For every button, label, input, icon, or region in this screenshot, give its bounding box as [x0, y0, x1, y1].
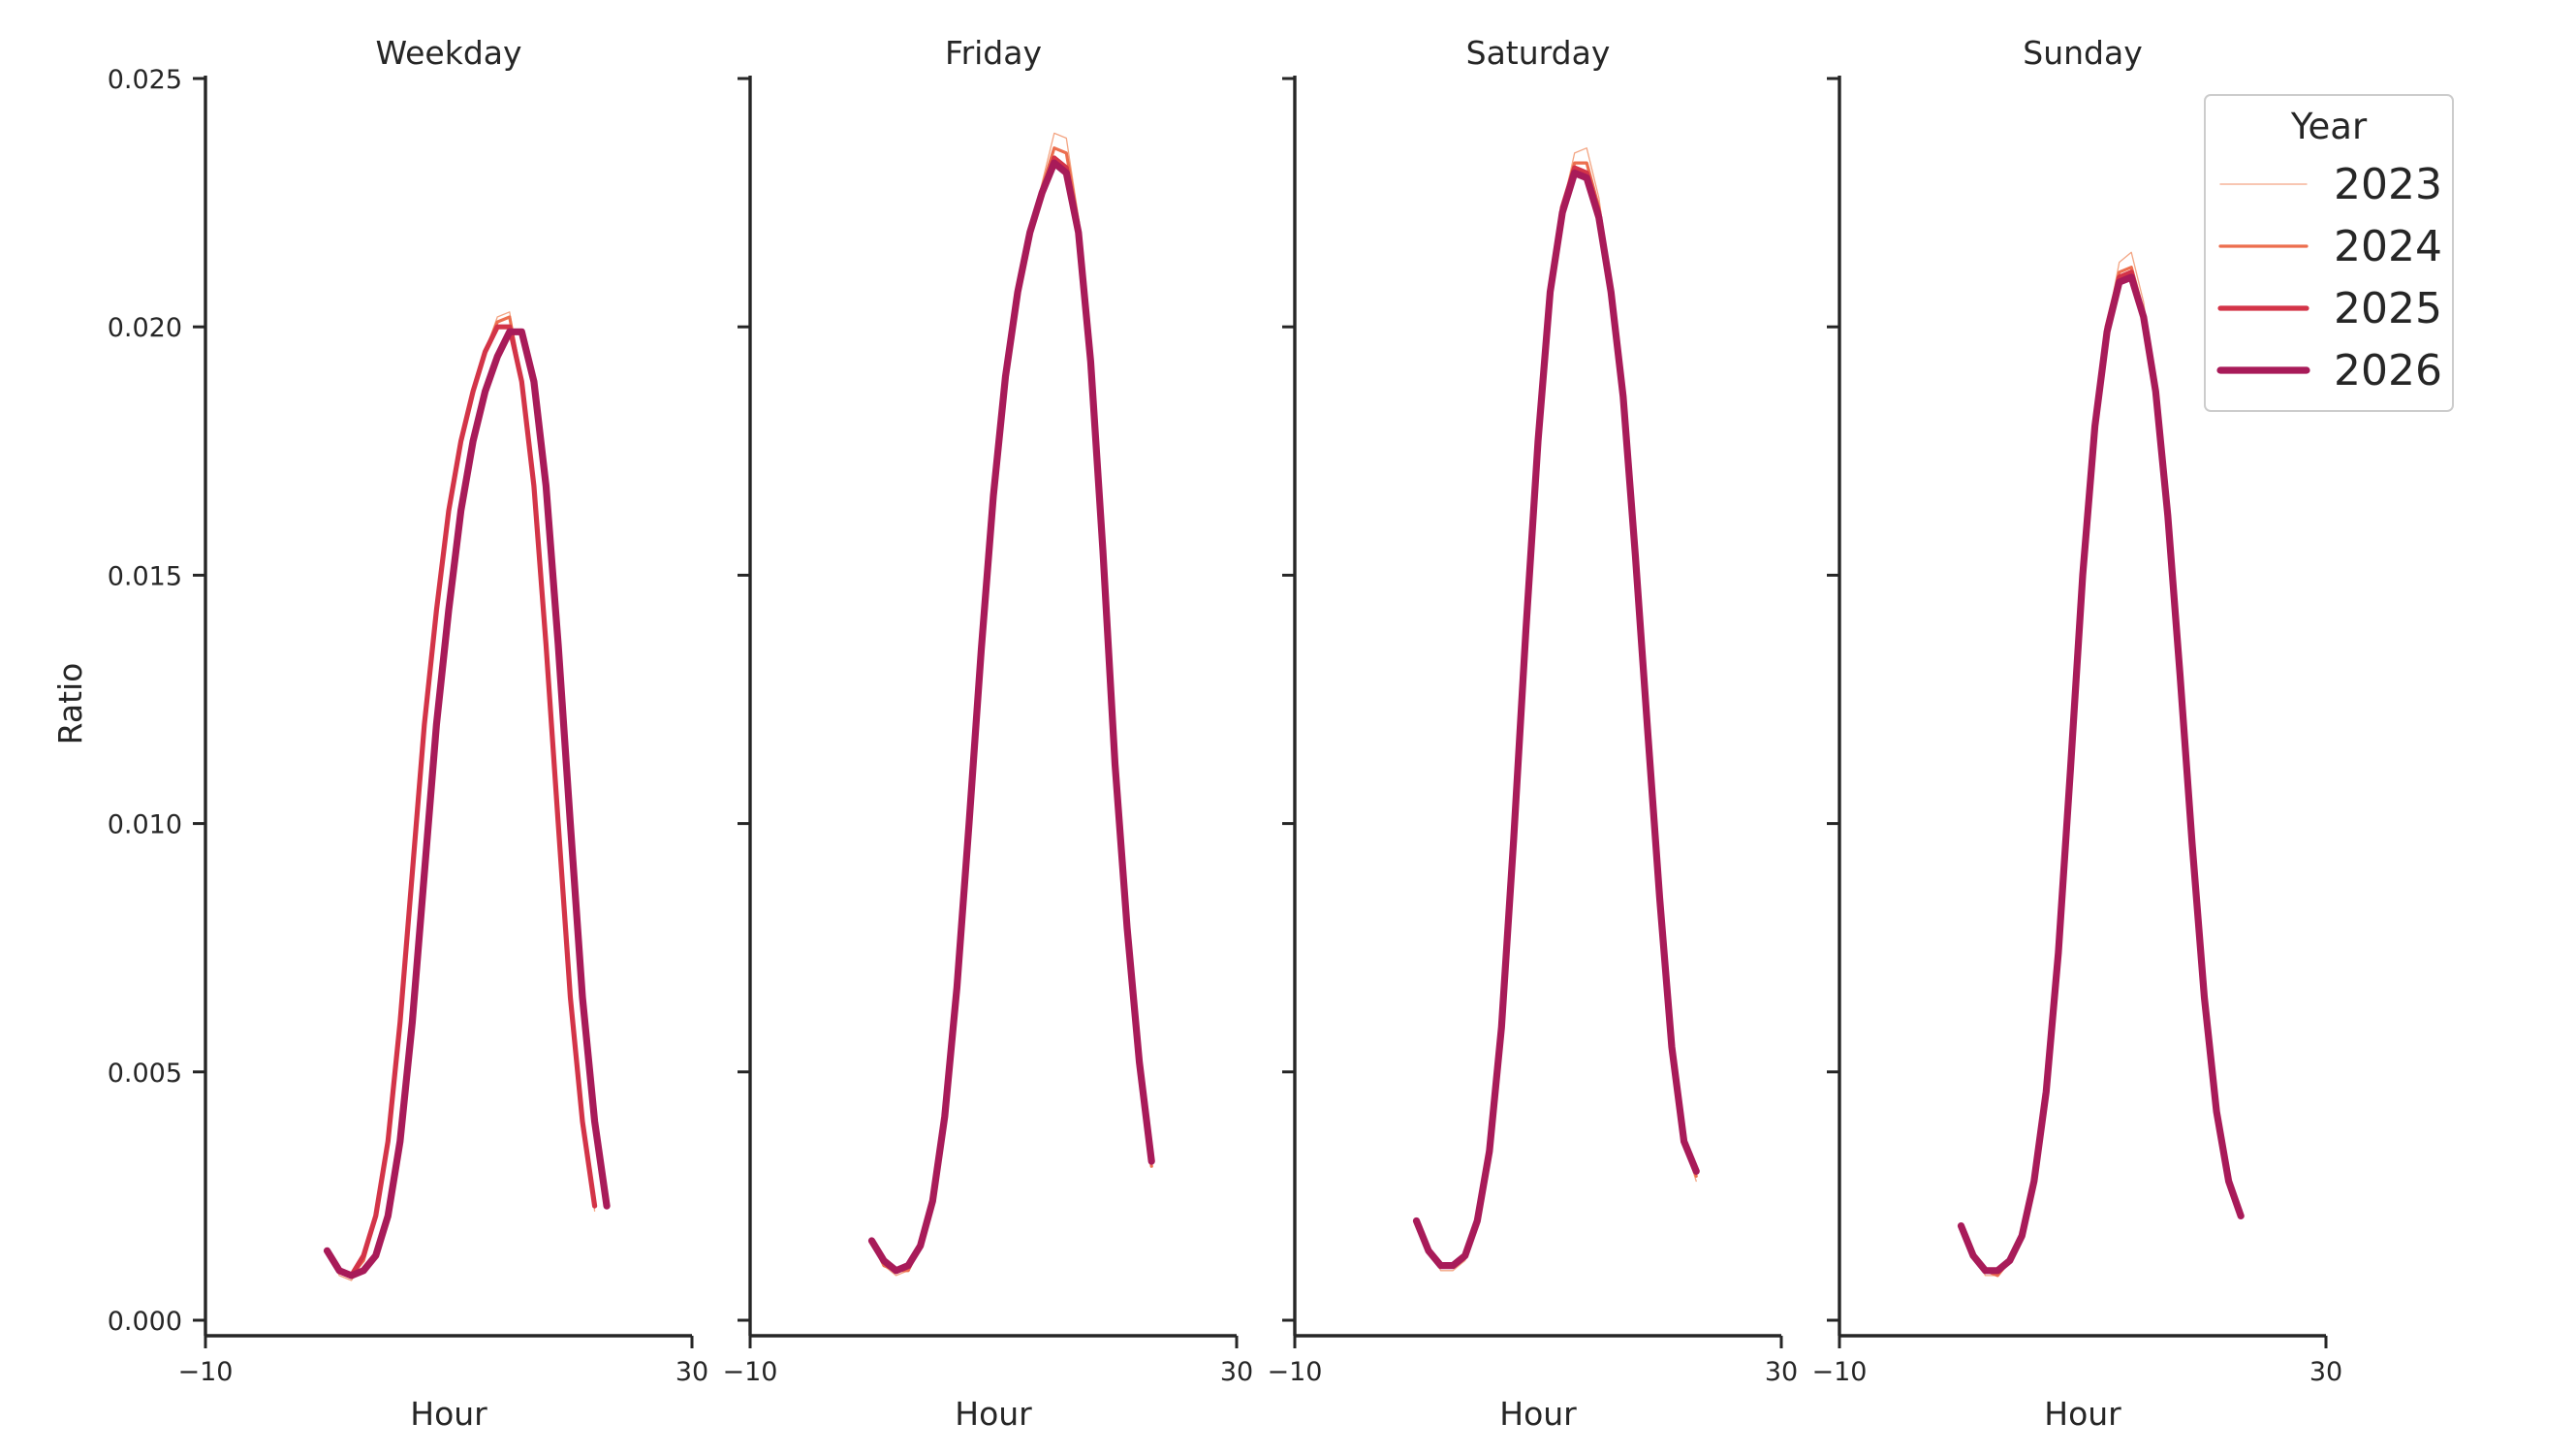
- x-tick-label: 30: [1220, 1357, 1253, 1387]
- series-line-2025: [1413, 165, 1699, 1269]
- legend-label: 2024: [2334, 222, 2442, 271]
- y-tick-label: 0.020: [108, 313, 182, 343]
- series-line-2026: [1412, 169, 1700, 1270]
- panel-title: Weekday: [375, 34, 521, 72]
- panels: 0.000 0.005 0.010 0.015 0.020 0.025 −10 30 Weekd…: [108, 34, 2342, 1433]
- panel-friday: −10 30 Friday Hour: [723, 34, 1254, 1433]
- x-axis-label: Hour: [1499, 1395, 1577, 1433]
- x-tick-label: −10: [1268, 1357, 1323, 1387]
- y-tick-label: 0.010: [108, 810, 182, 840]
- legend-label: 2023: [2334, 160, 2442, 209]
- series-line-2024: [1959, 266, 2243, 1278]
- series-line-2025: [324, 324, 598, 1279]
- x-tick-label: 30: [1765, 1357, 1798, 1387]
- y-axis-label: Ratio: [51, 663, 89, 745]
- panel-title: Sunday: [2023, 34, 2142, 72]
- legend-title: Year: [2290, 106, 2368, 147]
- y-tick-label: 0.000: [108, 1307, 182, 1337]
- x-tick-label: −10: [1812, 1357, 1868, 1387]
- legend-frame: [2204, 94, 2454, 412]
- series-line-2024: [1414, 161, 1698, 1268]
- series-line-2026: [323, 328, 611, 1280]
- panel-title: Saturday: [1466, 34, 1611, 72]
- x-axis-label: Hour: [410, 1395, 487, 1433]
- x-axis-label: Hour: [955, 1395, 1032, 1433]
- series-line-2025: [1958, 269, 2244, 1274]
- series-line-2023: [1415, 147, 1697, 1272]
- series-line-2026: [1957, 273, 2245, 1275]
- x-tick-label: −10: [723, 1357, 778, 1387]
- panel-sunday: −10 30 Sunday Hour: [1812, 34, 2343, 1433]
- legend-label: 2026: [2334, 346, 2442, 395]
- panel-weekday: 0.000 0.005 0.010 0.015 0.020 0.025 −10 30 Weekd…: [108, 34, 708, 1433]
- y-tick-label: 0.025: [108, 65, 182, 95]
- x-axis-label: Hour: [2044, 1395, 2121, 1433]
- legend: Year 2023 2024 2025 2026: [2204, 94, 2454, 412]
- x-tick-label: 30: [675, 1357, 708, 1387]
- series-line-2026: [867, 159, 1155, 1275]
- x-tick-label: −10: [178, 1357, 234, 1387]
- y-tick-label: 0.015: [108, 561, 182, 591]
- panel-saturday: −10 30 Saturday Hour: [1268, 34, 1799, 1433]
- x-tick-label: 30: [2309, 1357, 2342, 1387]
- panel-title: Friday: [945, 34, 1042, 72]
- y-tick-label: 0.005: [108, 1059, 182, 1089]
- legend-label: 2025: [2334, 284, 2442, 333]
